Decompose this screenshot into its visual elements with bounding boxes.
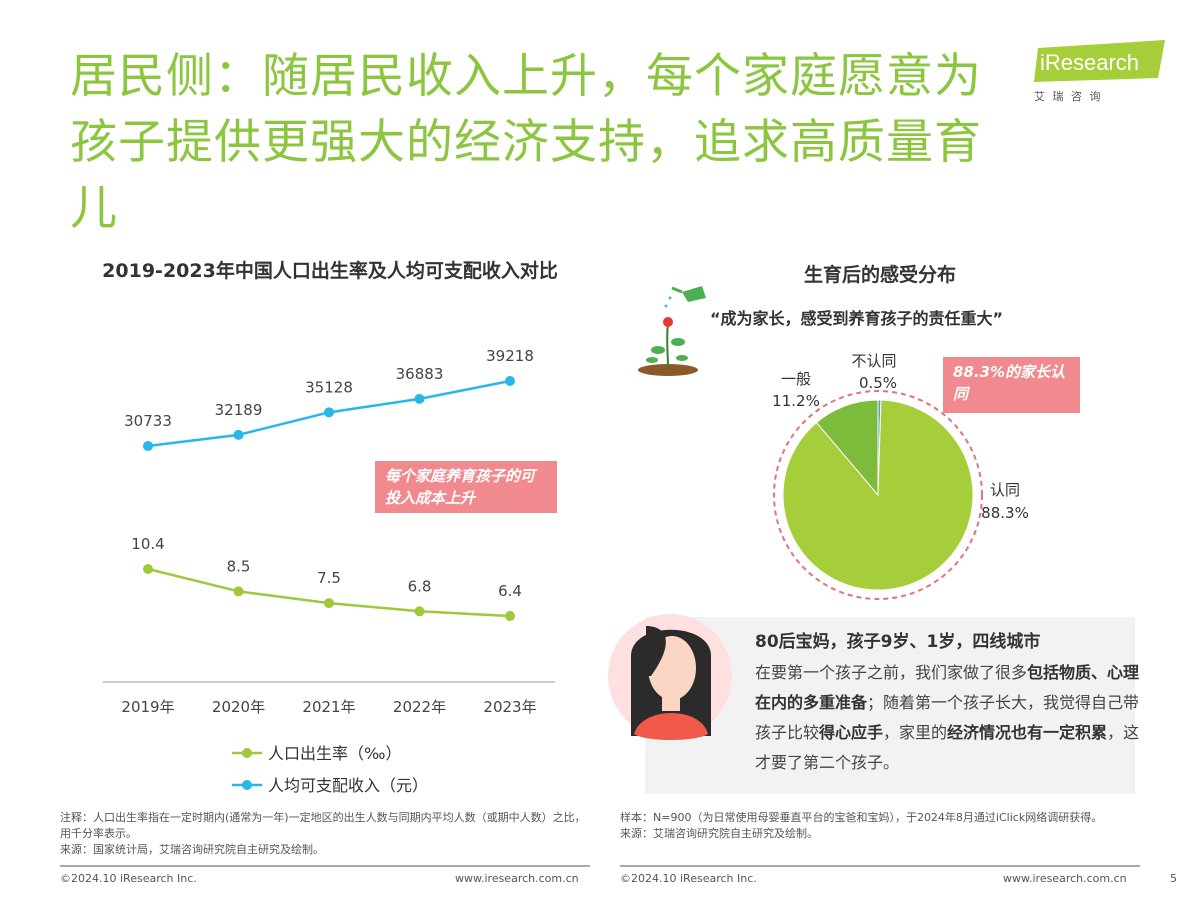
- watering-plant-icon: [638, 286, 706, 376]
- data-label: 39218: [486, 347, 534, 365]
- quote-segment: 在要第一个孩子之前，我们家做了很多: [755, 663, 1028, 682]
- notes-left: 注释：人口出生率指在一定时期内(通常为一年)一定地区的出生人数与同期内平均人数（…: [60, 810, 590, 858]
- data-label: 7.5: [317, 569, 341, 587]
- data-point: [505, 376, 515, 386]
- data-point: [143, 564, 153, 574]
- x-tick-label: 2019年: [121, 698, 174, 716]
- pie-chart-annotation: 88.3%的家长认同: [943, 357, 1080, 413]
- svg-text:艾 瑞 咨 询: 艾 瑞 咨 询: [1034, 89, 1103, 103]
- slice-value: 11.2%: [772, 392, 820, 410]
- line-chart-title: 2019-2023年中国人口出生率及人均可支配收入对比: [102, 260, 558, 282]
- data-label: 6.4: [498, 582, 522, 600]
- line-chart-annotation: 每个家庭养育孩子的可投入成本上升: [375, 461, 557, 513]
- pie-chart-subtitle: “成为家长，感受到养育孩子的责任重大”: [710, 309, 1004, 328]
- data-point: [233, 429, 244, 440]
- website-link[interactable]: www.iresearch.com.cn: [1003, 872, 1127, 885]
- x-tick-label: 2020年: [212, 698, 265, 716]
- slice-label: 不认同: [851, 352, 896, 370]
- legend-marker: [242, 748, 252, 758]
- x-tick-label: 2021年: [302, 698, 355, 716]
- copyright: ©2024.10 iResearch Inc.: [60, 872, 197, 885]
- note-source: 来源：国家统计局，艾瑞咨询研究院自主研究及绘制。: [60, 843, 324, 856]
- data-point: [324, 598, 334, 609]
- data-point: [414, 606, 425, 617]
- slice-value: 88.3%: [981, 504, 1029, 522]
- quote-segment: ，家里的: [883, 723, 948, 742]
- page-number: 5: [1170, 872, 1177, 885]
- line-chart: 2019年 2020年 2021年 2022年 2023年 30733 32189 35128…: [103, 347, 555, 795]
- data-label: 10.4: [131, 535, 164, 553]
- data-point: [324, 407, 334, 418]
- note-definition: 注释：人口出生率指在一定时期内(通常为一年)一定地区的出生人数与同期内平均人数（…: [60, 811, 586, 840]
- quote-text: 80后宝妈，孩子9岁、1岁，四线城市 在要第一个孩子之前，我们家做了很多包括物质…: [755, 626, 1145, 778]
- pie-slice: [815, 399, 879, 497]
- notes-right: 样本：N=900（为日常使用母婴垂直平台的宝爸和宝妈），于2024年8月通过iC…: [620, 810, 1140, 842]
- data-point: [143, 441, 153, 451]
- pie-chart-title: 生育后的感受分布: [803, 264, 956, 286]
- website-link[interactable]: www.iresearch.com.cn: [455, 872, 579, 885]
- legend-marker: [242, 780, 252, 790]
- divider: [620, 865, 1140, 867]
- data-label: 8.5: [227, 557, 251, 575]
- data-point: [505, 611, 515, 621]
- quote-box: [645, 617, 1135, 794]
- note-source: 来源：艾瑞咨询研究院自主研究及绘制。: [620, 827, 818, 840]
- slice-label: 认同: [990, 481, 1020, 499]
- page-title: 居民侧：随居民收入上升，每个家庭愿意为孩子提供更强大的经济支持，追求高质量育儿: [70, 49, 982, 236]
- legend-label: 人口出生率（‰）: [268, 744, 401, 763]
- data-label: 36883: [396, 365, 444, 383]
- x-tick-label: 2023年: [483, 698, 536, 716]
- note-sample: 样本：N=900（为日常使用母婴垂直平台的宝爸和宝妈），于2024年8月通过iC…: [620, 811, 1103, 824]
- svg-text:iResearch: iResearch: [1040, 50, 1139, 75]
- quote-highlight: 得心应手: [819, 723, 884, 742]
- quote-body: 在要第一个孩子之前，我们家做了很多包括物质、心理在内的多重准备；随着第一个孩子长…: [755, 658, 1145, 778]
- quote-segment: ，这才要了第二个孩子。: [755, 723, 1140, 772]
- quote-heading: 80后宝妈，孩子9岁、1岁，四线城市: [755, 632, 1041, 652]
- data-label: 30733: [124, 412, 172, 430]
- copyright: ©2024.10 iResearch Inc.: [620, 872, 757, 885]
- slice-value: 0.5%: [859, 374, 897, 392]
- divider: [60, 865, 590, 867]
- data-point: [233, 586, 244, 597]
- quote-highlight: 包括物质、心理在内的多重准备: [755, 663, 1140, 712]
- highlight-ring: [773, 390, 983, 600]
- quote-segment: ；随着第一个孩子长大，我觉得自己带孩子比较: [755, 693, 1140, 742]
- slice-label: 一般: [781, 370, 811, 388]
- quote-highlight: 经济情况也有一定积累: [947, 723, 1108, 742]
- data-label: 6.8: [408, 577, 432, 595]
- mother-avatar: [608, 614, 732, 740]
- x-tick-label: 2022年: [393, 698, 446, 716]
- legend-label: 人均可支配收入（元）: [268, 776, 428, 795]
- pie-chart: 不认同 0.5% 认同 88.3% 一般 11.2%: [772, 352, 1029, 600]
- data-label: 32189: [215, 401, 263, 419]
- data-point: [414, 393, 425, 404]
- iresearch-logo: iResearch 艾 瑞 咨 询: [1034, 40, 1165, 103]
- data-label: 35128: [305, 378, 353, 396]
